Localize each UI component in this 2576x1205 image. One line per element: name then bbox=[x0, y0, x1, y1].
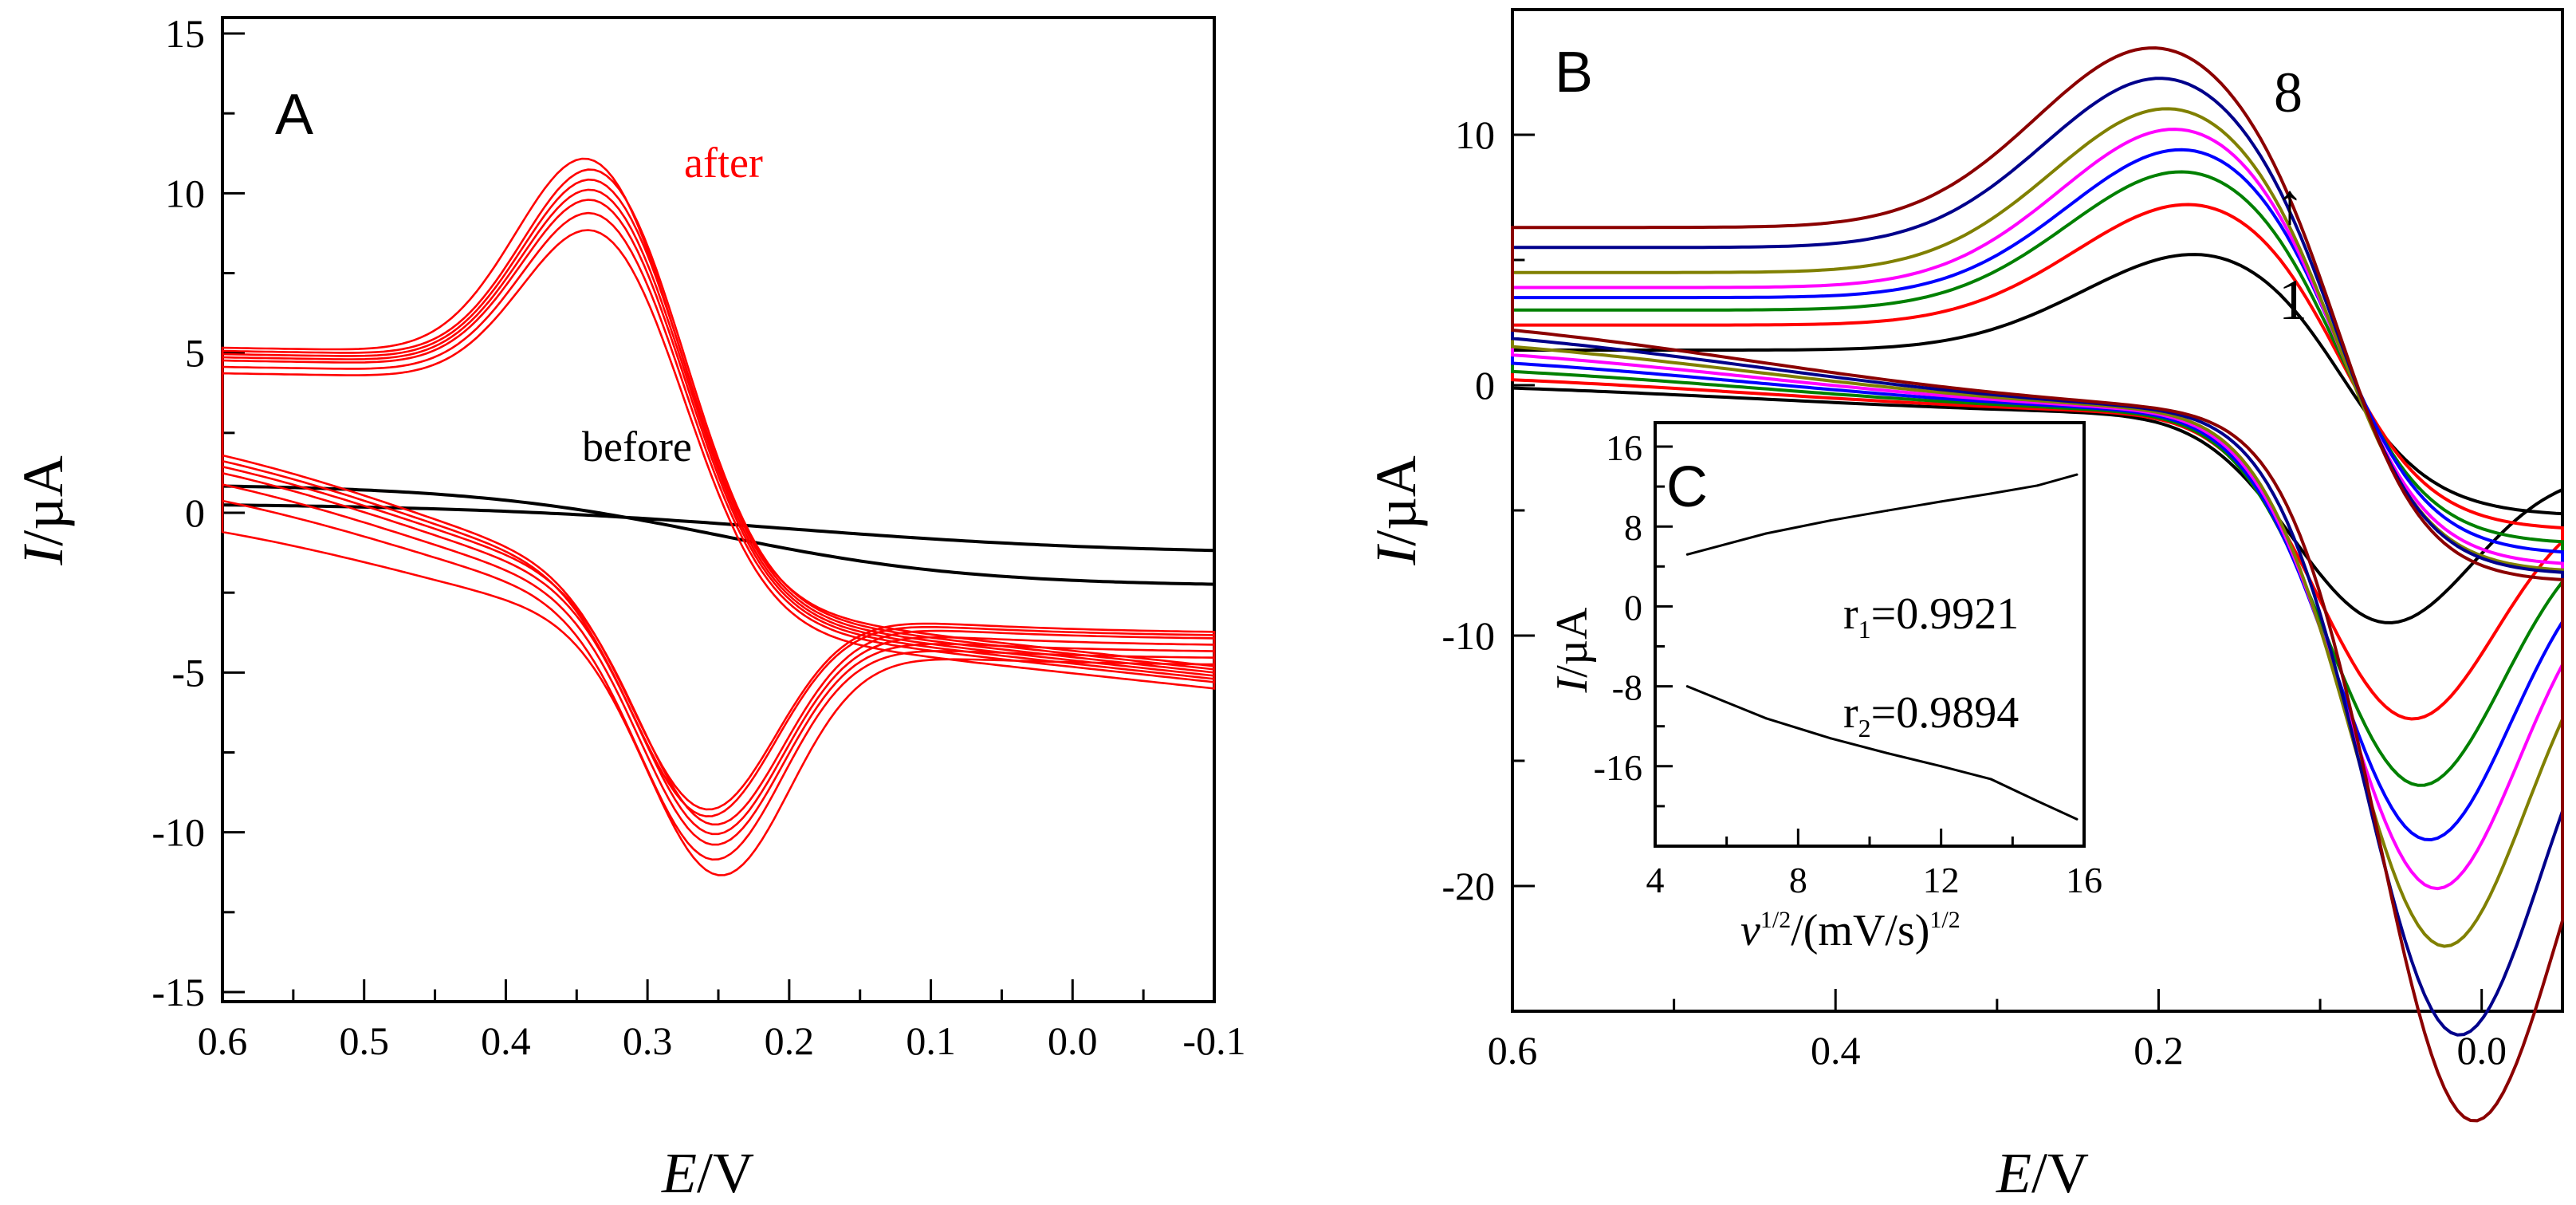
panel-c-y-tick-label: 8 bbox=[1624, 507, 1642, 548]
r1-annotation: r1=0.9921 bbox=[1843, 589, 2019, 644]
panel-c-x-tick-label: 12 bbox=[1923, 860, 1960, 900]
panel-c-point-anodic bbox=[1940, 500, 1943, 503]
panel-a-y-tick-label: -15 bbox=[151, 970, 205, 1014]
panel-c-point-cathodic bbox=[1764, 717, 1768, 720]
panel-c-x-tick-label: 16 bbox=[2066, 860, 2102, 900]
panel-a: 0.6 0.5 0.4 0.3 0.2 0.1 0.0 -0.1151050-5-10-15 … bbox=[11, 11, 1246, 1205]
panel-a-label: A bbox=[275, 83, 313, 147]
panel-a-x-tick-label: 0.6 bbox=[198, 1018, 248, 1063]
panel-a-series-after-4 bbox=[221, 188, 1216, 836]
panel-a-series-before bbox=[221, 484, 1216, 586]
panel-b-y-tick-label: 10 bbox=[1455, 112, 1495, 157]
panel-a-y-tick-label: -10 bbox=[151, 810, 205, 855]
panel-b-x-tick-label: 0.2 bbox=[2134, 1028, 2184, 1073]
panel-a-x-tick-label: 0.5 bbox=[339, 1018, 389, 1063]
panel-c-point-cathodic bbox=[2075, 817, 2078, 821]
panel-c-x-tick-label: 8 bbox=[1789, 860, 1807, 900]
panel-a-x-axis-title: E/V bbox=[661, 1141, 754, 1205]
panel-a-y-axis-title: I/µA bbox=[11, 455, 75, 565]
panel-b-series-1 bbox=[1511, 253, 2564, 624]
panel-c-y-tick-label: 0 bbox=[1624, 587, 1642, 628]
increase-arrow: ↑ bbox=[2275, 172, 2304, 236]
arrow-label-bottom: 1 bbox=[2279, 268, 2307, 332]
panel-b-y-tick-label: 0 bbox=[1475, 363, 1495, 408]
panel-a-y-tick-label: 10 bbox=[165, 171, 205, 215]
panel-c-inset: 4 8 12 16 16 8 0 -8 -16 C r1=0.9921 r2=0.9894 v1… bbox=[1548, 421, 2102, 955]
panel-c-y-axis-title: I/µA bbox=[1548, 607, 1597, 693]
panel-c-point-cathodic bbox=[1685, 685, 1689, 688]
panel-c-y-tick-label: -8 bbox=[1612, 667, 1642, 708]
panel-a-series-after-7 bbox=[221, 157, 1216, 811]
panel-a-series-after-1 bbox=[221, 229, 1216, 876]
panel-c-point-cathodic bbox=[1940, 765, 1943, 768]
panel-a-y-tick-label: -5 bbox=[171, 650, 205, 695]
panel-c-frame bbox=[1654, 421, 2086, 848]
panel-c-point-anodic bbox=[2036, 484, 2039, 487]
panel-a-x-tick-label: 0.3 bbox=[623, 1018, 673, 1063]
panel-b-y-tick-label: -10 bbox=[1441, 613, 1495, 658]
after-label: after bbox=[684, 139, 763, 187]
panel-c-y-tick-label: 16 bbox=[1606, 427, 1642, 468]
panel-a-x-tick-label: 0.2 bbox=[765, 1018, 815, 1063]
panel-c-point-anodic bbox=[1989, 492, 1992, 495]
panel-c-point-anodic bbox=[1886, 509, 1889, 512]
panel-c-x-axis-title: v1/2/(mV/s)1/2 bbox=[1740, 906, 1961, 955]
r2-annotation: r2=0.9894 bbox=[1843, 688, 2019, 742]
panel-c-series-anodic bbox=[1686, 473, 2078, 556]
panel-c-x-tick-label: 4 bbox=[1646, 860, 1665, 900]
panel-c-point-anodic bbox=[1764, 532, 1768, 535]
panel-c-point-anodic bbox=[1685, 553, 1689, 556]
panel-b-series-8 bbox=[1511, 46, 2564, 1123]
arrow-label-top: 8 bbox=[2274, 61, 2303, 124]
panel-c-point-cathodic bbox=[1829, 737, 1832, 740]
panel-c-point-anodic bbox=[2075, 473, 2078, 476]
panel-a-x-tick-label: -0.1 bbox=[1182, 1018, 1245, 1063]
panel-c-label: C bbox=[1666, 455, 1708, 519]
panel-b-y-axis-title: I/µA bbox=[1364, 455, 1428, 565]
panel-a-y-tick-label: 5 bbox=[185, 331, 205, 376]
panel-c-point-cathodic bbox=[2036, 800, 2039, 803]
panel-a-x-tick-label: 0.1 bbox=[906, 1018, 956, 1063]
panel-b-x-tick-label: 0.6 bbox=[1488, 1028, 1538, 1073]
panel-b-x-axis-title: E/V bbox=[1996, 1141, 2089, 1205]
panel-b-x-tick-label: 0.4 bbox=[1811, 1028, 1861, 1073]
panel-a-y-tick-label: 0 bbox=[185, 490, 205, 535]
panel-c-point-anodic bbox=[1829, 519, 1832, 522]
panel-c-point-cathodic bbox=[1886, 752, 1889, 754]
panel-a-y-tick-label: 15 bbox=[165, 11, 205, 56]
panel-c-series-cathodic bbox=[1686, 685, 2078, 821]
panel-c-point-cathodic bbox=[1989, 778, 1992, 781]
panel-b-y-tick-label: -20 bbox=[1441, 864, 1495, 908]
panel-a-x-tick-label: 0.0 bbox=[1048, 1018, 1098, 1063]
before-label: before bbox=[582, 423, 692, 471]
panel-a-x-tick-label: 0.4 bbox=[481, 1018, 531, 1063]
panel-b-label: B bbox=[1555, 41, 1593, 104]
panel-c-y-tick-label: -16 bbox=[1594, 747, 1642, 788]
